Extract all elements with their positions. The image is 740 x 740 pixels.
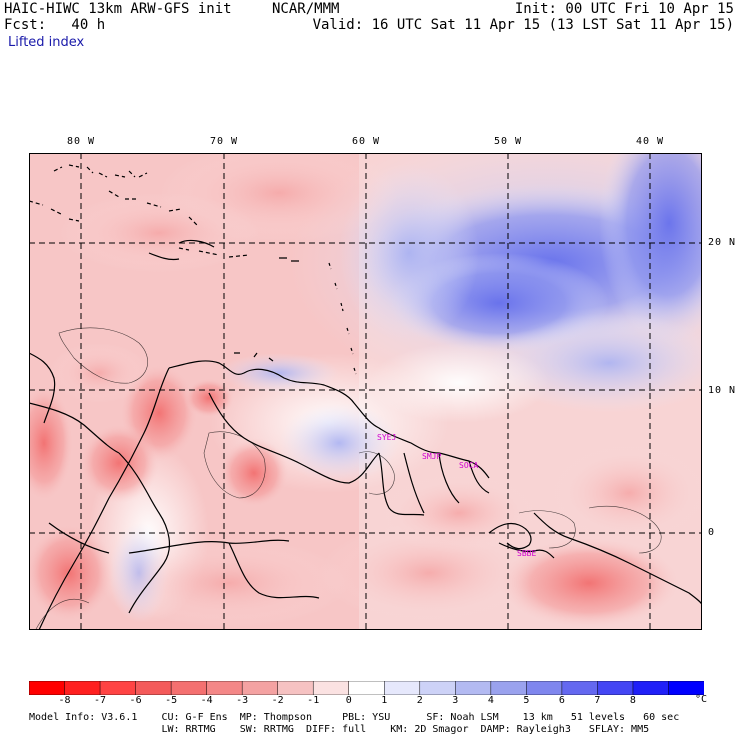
field-name: Lifted index [8,35,85,50]
colorbar-tick-label: 7 [594,695,601,706]
colorbar-tick-label: 5 [523,695,530,706]
colorbar-swatch [384,681,421,695]
colorbar-tick-label: -4 [200,695,213,706]
colorbar [29,681,704,695]
lifted-index-map [29,153,702,630]
lon-label-60w: 60 W [351,136,381,147]
center-label: NCAR/MMM [272,1,340,17]
lon-label-70w: 70 W [209,136,239,147]
colorbar-tick-label: 4 [487,695,494,706]
colorbar-swatch [348,681,386,695]
colorbar-swatch [561,681,599,695]
graticule [29,153,702,630]
colorbar-tick-label: -1 [307,695,320,706]
station-label: SYEJ [377,433,397,442]
colorbar-swatch [455,681,492,695]
model-title: HAIC-HIWC 13km ARW-GFS init [4,1,232,17]
colorbar-tick-label: -5 [165,695,178,706]
lat-label-10n: 10 N [708,385,737,396]
colorbar-swatch [64,681,101,695]
model-info-line1: Model Info: V3.6.1 CU: G-F Ens MP: Thomp… [29,712,680,723]
colorbar-swatch [526,681,563,695]
colorbar-swatch [277,681,314,695]
lon-label-40w: 40 W [635,136,665,147]
colorbar-swatch [490,681,528,695]
lat-label-0: 0 [708,527,716,538]
colorbar-tick-label: 1 [381,695,388,706]
colorbar-swatch [29,681,66,695]
colorbar-swatch [99,681,137,695]
station-label: SMJP [422,452,442,461]
colorbar-tick-label: 8 [629,695,636,706]
colorbar-swatch [419,681,457,695]
colorbar-swatch [597,681,634,695]
colorbar-swatch [135,681,172,695]
lat-label-20n: 20 N [708,237,737,248]
colorbar-tick-label: -6 [129,695,142,706]
colorbar-swatch [241,681,279,695]
colorbar-tick-label: 3 [452,695,459,706]
colorbar-tick-label: -8 [58,695,71,706]
valid-time: Valid: 16 UTC Sat 11 Apr 15 (13 LST Sat … [312,17,734,33]
shaded-field [29,153,702,630]
colorbar-swatch [668,681,704,695]
init-time: Init: 00 UTC Fri 10 Apr 15 [514,1,734,17]
colorbar-swatch [206,681,243,695]
coastlines [29,164,702,630]
colorbar-swatch [170,681,208,695]
station-label: SOCA [459,461,479,470]
colorbar-tick-label: -3 [236,695,249,706]
lon-label-80w: 80 W [66,136,96,147]
colorbar-tick-label: -7 [94,695,107,706]
colorbar-tick-label: 2 [416,695,423,706]
lon-label-50w: 50 W [493,136,523,147]
model-info-line2: LW: RRTMG SW: RRTMG DIFF: full KM: 2D Sm… [29,724,650,735]
colorbar-tick-label: -2 [271,695,284,706]
colorbar-swatch [312,681,350,695]
map-frame [29,153,702,630]
forecast-hour: Fcst: 40 h [4,17,106,33]
colorbar-swatch [632,681,670,695]
colorbar-tick-label: 0 [345,695,352,706]
station-label: SBBE [517,549,537,558]
colorbar-unit: °C [695,694,708,705]
colorbar-tick-label: 6 [558,695,565,706]
